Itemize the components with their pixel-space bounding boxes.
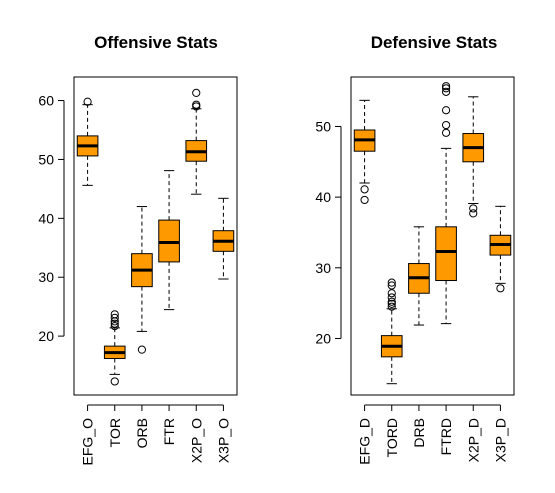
box-tord bbox=[380, 278, 403, 385]
box-x2p-d bbox=[462, 96, 485, 218]
outlier-point bbox=[192, 88, 201, 98]
offensive-stats-panel: Offensive Stats 20 30 40 50 60 EFG_O TOR ORB FTR X… bbox=[38, 33, 238, 466]
box-ftr bbox=[158, 170, 180, 311]
y-tick-label: 30 bbox=[315, 260, 331, 276]
y-tick-label: 50 bbox=[315, 118, 331, 134]
x-tick-label: TOR bbox=[107, 418, 123, 447]
defensive-stats-panel: Defensive Stats 20 30 40 50 EFG_D TORD DRB FTRD X… bbox=[315, 33, 515, 465]
outlier-point bbox=[441, 120, 451, 130]
plot-frame bbox=[73, 76, 238, 396]
x-tick-label: EFG_D bbox=[357, 418, 373, 465]
x-tick-label: ORB bbox=[134, 418, 150, 448]
outlier-point bbox=[387, 293, 396, 302]
box-ftrd bbox=[435, 82, 457, 325]
outlier-point bbox=[441, 128, 451, 137]
outlier-point bbox=[387, 289, 396, 298]
box-body bbox=[435, 226, 457, 282]
outlier-point bbox=[137, 345, 147, 354]
outlier-point bbox=[387, 281, 396, 290]
y-tick-label: 20 bbox=[38, 328, 54, 344]
x-tick-label: DRB bbox=[411, 418, 427, 448]
outlier-point bbox=[387, 299, 396, 308]
box-x3p-o bbox=[212, 197, 235, 280]
outlier-point bbox=[110, 313, 119, 322]
outlier-point bbox=[192, 100, 201, 109]
y-tick-label: 50 bbox=[38, 151, 54, 167]
outlier-point bbox=[360, 195, 369, 205]
outlier-point bbox=[441, 84, 451, 93]
outlier-point bbox=[110, 310, 119, 319]
outlier-point bbox=[496, 284, 505, 293]
outlier-point bbox=[360, 185, 369, 194]
outlier-point bbox=[110, 322, 119, 331]
chart-title: Defensive Stats bbox=[371, 33, 498, 52]
x-tick-label: X2P_O bbox=[188, 418, 204, 463]
outlier-point bbox=[387, 302, 396, 311]
outlier-point bbox=[110, 319, 119, 328]
x-tick-label: TORD bbox=[384, 418, 400, 457]
y-tick-label: 20 bbox=[315, 330, 331, 346]
box-drb bbox=[408, 226, 430, 326]
box-x2p-o bbox=[185, 88, 208, 195]
chart-title: Offensive Stats bbox=[94, 33, 218, 52]
box-x3p-d bbox=[489, 205, 512, 293]
outlier-point bbox=[441, 87, 451, 96]
box-efg-d bbox=[353, 99, 376, 205]
x-tick-label: EFG_O bbox=[80, 418, 96, 466]
outlier-point bbox=[83, 97, 92, 106]
x-tick-label: X3P_O bbox=[215, 418, 231, 463]
outlier-point bbox=[387, 278, 396, 287]
x-tick-label: X3P_D bbox=[492, 418, 508, 462]
plot-frame bbox=[350, 76, 515, 396]
y-tick-label: 30 bbox=[38, 269, 54, 285]
x-tick-label: X2P_D bbox=[465, 418, 481, 462]
outlier-point bbox=[387, 297, 396, 306]
outlier-point bbox=[469, 209, 478, 218]
box-efg-o bbox=[76, 97, 99, 186]
y-tick-label: 60 bbox=[38, 93, 54, 109]
y-tick-label: 40 bbox=[315, 189, 331, 205]
box-orb bbox=[131, 206, 153, 354]
outlier-point bbox=[441, 106, 451, 115]
outlier-point bbox=[469, 204, 478, 213]
box-tor bbox=[103, 310, 126, 386]
x-tick-label: FTRD bbox=[438, 418, 454, 455]
y-tick-label: 40 bbox=[38, 210, 54, 226]
x-tick-label: FTR bbox=[161, 418, 177, 445]
outlier-point bbox=[110, 377, 119, 386]
outlier-point bbox=[441, 82, 451, 91]
